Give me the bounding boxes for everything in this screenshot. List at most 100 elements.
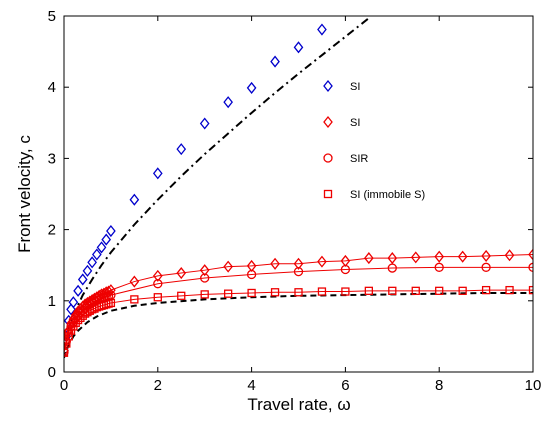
legend-entry-3: SIR (323, 153, 368, 165)
series-1 (64, 23, 327, 357)
data-point (73, 284, 83, 297)
data-point (528, 285, 533, 295)
data-point (73, 315, 83, 325)
data-point (387, 252, 398, 265)
data-point (66, 326, 76, 335)
y-tick-label: 2 (48, 222, 56, 239)
data-point (176, 266, 187, 280)
legend-entry-1: SI (323, 79, 360, 93)
data-point (481, 285, 491, 295)
plot-frame (63, 15, 534, 373)
data-point (199, 264, 210, 277)
x-tick-label: 6 (341, 377, 349, 394)
data-point (294, 288, 303, 297)
data-point (82, 264, 93, 277)
data-point (76, 313, 85, 323)
y-axis-title: Front velocity, c (15, 135, 34, 253)
data-point (340, 264, 351, 275)
data-point (91, 248, 102, 261)
legend-entry-2: SI (323, 115, 360, 129)
data-point (246, 269, 257, 280)
series-line (64, 289, 533, 353)
data-point (434, 262, 444, 272)
data-point (387, 263, 397, 273)
data-point (68, 296, 79, 309)
data-point (129, 275, 140, 288)
data-point (364, 286, 374, 295)
plot-area (64, 17, 533, 359)
legend-marker (323, 115, 333, 129)
data-point (64, 332, 73, 341)
axes: 0 2 4 6 8 10 0 1 2 3 4 5 (48, 8, 542, 394)
data-point (101, 233, 112, 246)
data-point (106, 224, 116, 238)
data-point (504, 249, 515, 262)
data-point (101, 286, 112, 299)
data-point (270, 55, 280, 68)
x-axis-title: Travel rate, ω (247, 395, 350, 414)
omega-symbol: ω (337, 395, 350, 414)
legend-label: SI (350, 117, 360, 129)
data-point (223, 289, 233, 298)
data-point (247, 288, 256, 298)
y-tick-label: 5 (48, 8, 56, 25)
data-point (200, 290, 209, 299)
y-tick-label: 1 (48, 293, 56, 310)
data-point (177, 291, 186, 300)
data-point (104, 299, 113, 308)
x-tick-label: 4 (247, 377, 255, 394)
data-point (96, 241, 107, 254)
data-point (152, 167, 163, 180)
legend-label: SI (immobile S) (350, 189, 425, 201)
x-tick-label: 8 (435, 377, 443, 394)
data-point (130, 295, 139, 304)
data-point (270, 288, 280, 297)
data-point (435, 286, 444, 295)
data-point (411, 286, 420, 295)
data-point (152, 269, 163, 282)
y-tick-label: 4 (48, 79, 56, 96)
data-point (80, 309, 90, 318)
data-point (410, 251, 421, 264)
legend-marker (323, 153, 333, 163)
legend-marker (323, 189, 333, 199)
data-point (364, 252, 374, 265)
data-point (106, 298, 116, 308)
data-point (341, 287, 350, 296)
legend-label: SI (350, 81, 360, 93)
legend-label: SIR (350, 153, 368, 165)
data-point (77, 273, 88, 286)
legend-entry-4: SI (immobile S) (323, 189, 425, 201)
data-point (176, 143, 187, 156)
series-4 (64, 285, 533, 357)
data-point (223, 96, 233, 109)
data-point (317, 287, 327, 296)
data-point (293, 257, 304, 270)
data-point (129, 193, 140, 206)
data-point (528, 248, 533, 261)
series-line (64, 266, 533, 353)
data-point (199, 117, 210, 130)
x-tick-label: 0 (60, 377, 68, 394)
data-point (458, 286, 467, 295)
x-axis-title-text: Travel rate, (247, 395, 332, 414)
data-point (153, 293, 162, 302)
legend-marker (323, 79, 333, 93)
data-point (64, 348, 69, 357)
x-tick-label: 10 (525, 377, 542, 394)
x-tick-label: 2 (154, 377, 162, 394)
data-point (71, 318, 80, 328)
data-point (505, 285, 514, 295)
data-point (103, 285, 114, 298)
data-point (317, 23, 327, 36)
data-point (293, 266, 304, 277)
reference-curve-dashdot (64, 17, 370, 351)
data-point (200, 273, 210, 283)
data-point (87, 256, 97, 269)
data-point (223, 260, 233, 273)
data-point (528, 262, 533, 272)
data-point (246, 81, 257, 94)
data-point (481, 262, 491, 272)
data-point (457, 250, 468, 263)
